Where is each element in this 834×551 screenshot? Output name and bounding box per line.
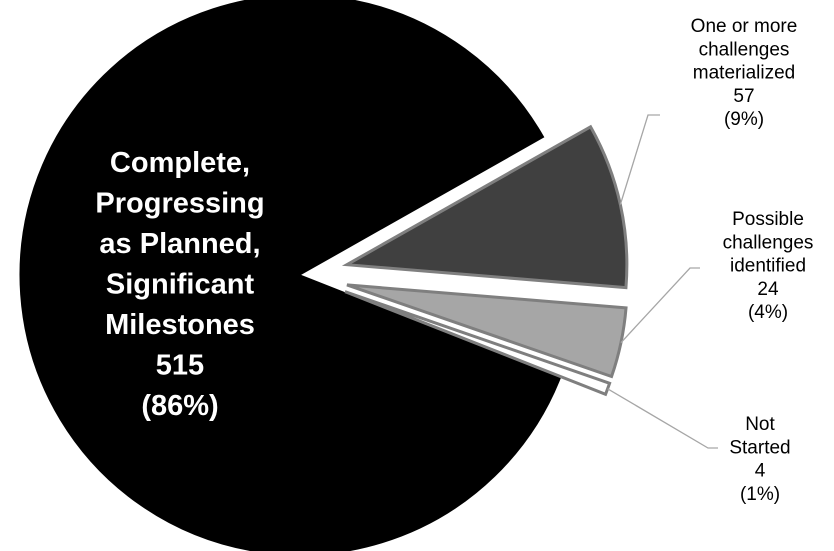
slice-not-started <box>344 290 612 397</box>
slice-label-not-started: Not Started 4 (1%) <box>729 414 790 505</box>
leader-line-materialized <box>619 114 660 205</box>
slice-label-possible: Possible challenges identified 24 (4%) <box>723 209 814 323</box>
leader-line-not-started <box>607 388 718 449</box>
leader-lines <box>607 114 718 449</box>
slice-possible <box>346 283 628 379</box>
slice-complete <box>19 0 562 551</box>
pie-slices <box>19 0 629 551</box>
leader-line-possible <box>620 267 700 344</box>
slice-label-materialized: One or more challenges materialized 57 (9%) <box>691 16 798 130</box>
slice-labels: Complete, Progressing as Planned, Significa… <box>95 16 813 505</box>
slice-label-complete: Complete, Progressing as Planned, Significa… <box>95 147 264 422</box>
